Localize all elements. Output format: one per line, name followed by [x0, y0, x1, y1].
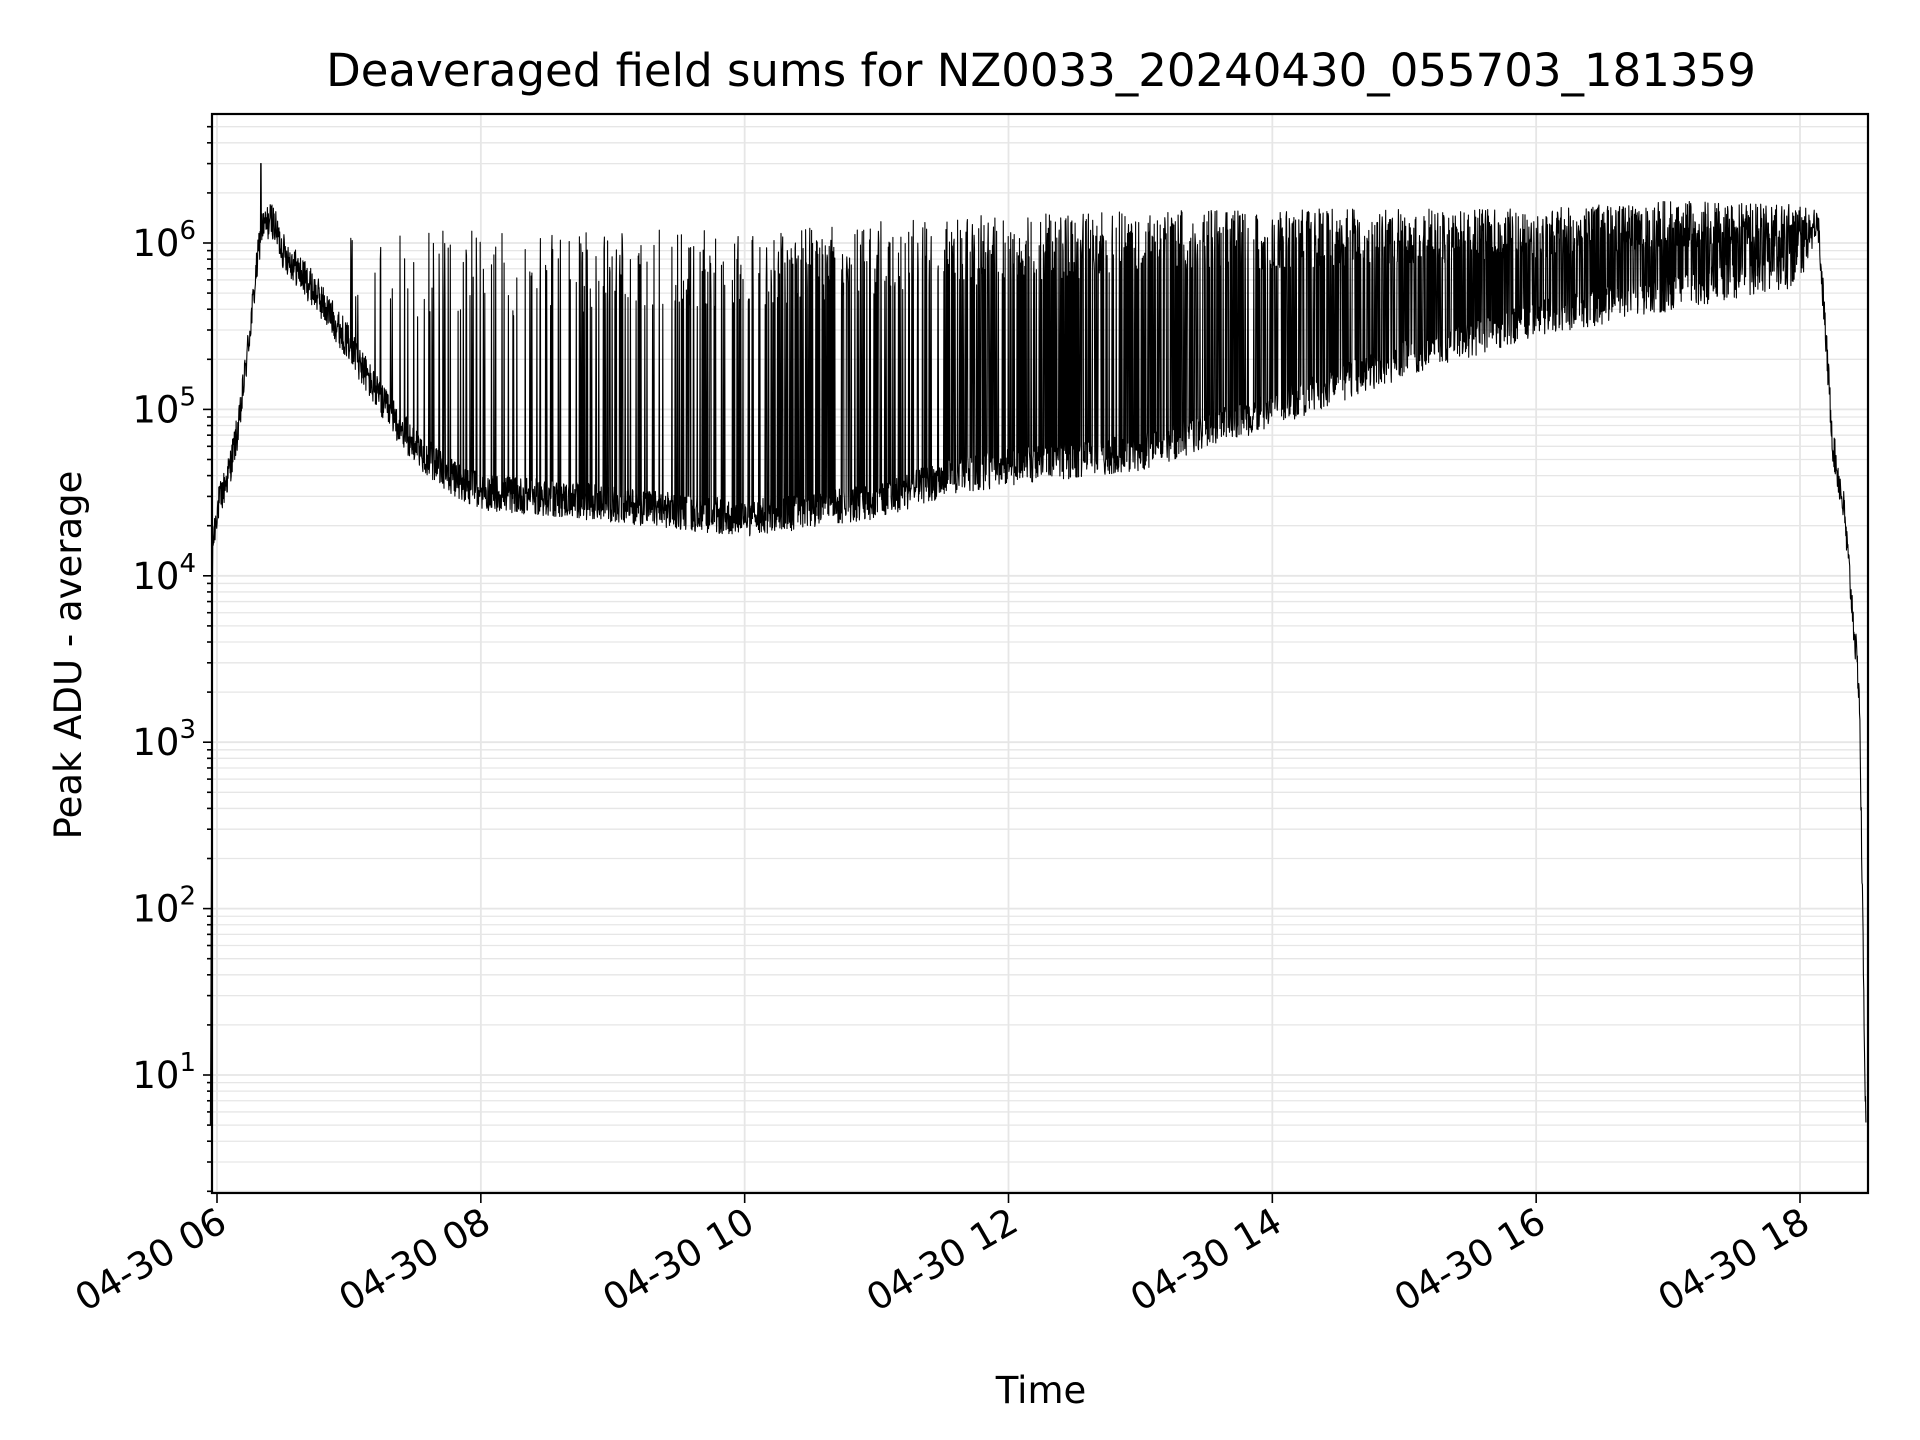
y-tick-exponent: 4 — [179, 549, 196, 579]
y-tick-base: 10 — [132, 721, 179, 764]
y-tick-exponent: 3 — [179, 715, 196, 745]
y-tick-base: 10 — [132, 555, 179, 598]
chart-title: Deaveraged field sums for NZ0033_2024043… — [326, 44, 1756, 97]
y-tick-exponent: 5 — [179, 382, 196, 412]
y-tick-exponent: 6 — [179, 216, 196, 246]
y-tick-label: 102 — [132, 882, 196, 931]
y-tick-label: 104 — [132, 549, 196, 598]
y-tick-exponent: 2 — [179, 882, 196, 912]
y-tick-exponent: 1 — [179, 1048, 196, 1078]
y-tick-base: 10 — [132, 1054, 179, 1097]
y-tick-label: 103 — [132, 715, 196, 764]
x-axis-label: Time — [995, 1369, 1087, 1412]
y-tick-base: 10 — [132, 222, 179, 265]
y-tick-label: 105 — [132, 382, 196, 431]
y-tick-label: 101 — [132, 1048, 196, 1097]
data-line — [209, 163, 1867, 1126]
plot-frame — [210, 112, 1870, 1195]
y-tick-label: 106 — [132, 216, 196, 265]
y-tick-base: 10 — [132, 888, 179, 931]
grid — [212, 114, 1868, 1193]
y-tick-base: 10 — [132, 388, 179, 431]
y-axis-label: Peak ADU - average — [47, 471, 90, 840]
